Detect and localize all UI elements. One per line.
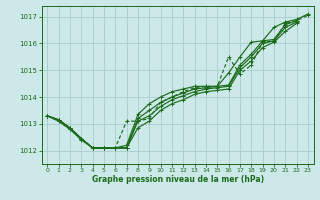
X-axis label: Graphe pression niveau de la mer (hPa): Graphe pression niveau de la mer (hPa) xyxy=(92,175,264,184)
